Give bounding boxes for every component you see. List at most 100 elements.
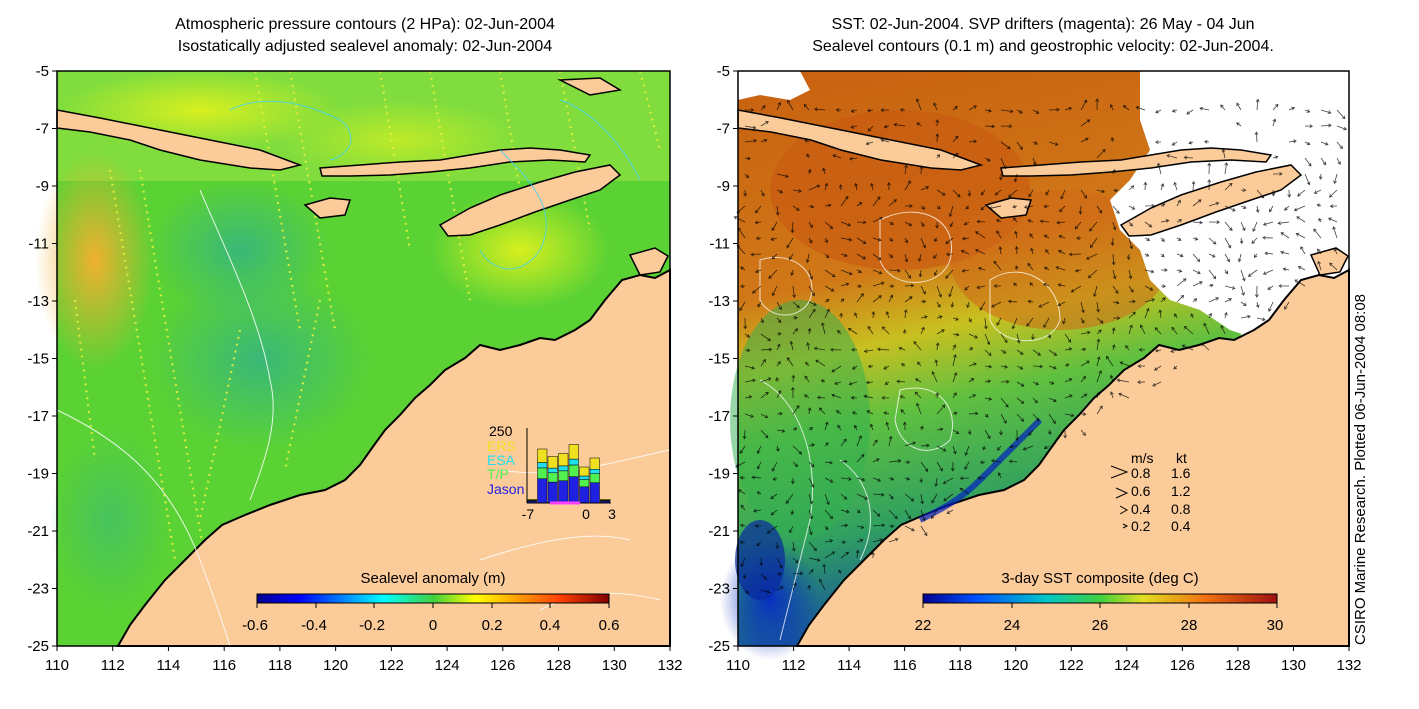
velocity-arrow — [869, 423, 874, 431]
velocity-arrow — [776, 101, 782, 111]
velocity-arrow — [1008, 189, 1018, 198]
velocity-arrow — [872, 216, 883, 223]
velocity-arrow — [920, 221, 925, 227]
y-tick-label: -21 — [708, 523, 730, 540]
velocity-arrow — [1236, 122, 1242, 127]
velocity-arrow — [1043, 234, 1050, 239]
velocity-arrow — [1224, 253, 1230, 263]
velocity-arrow — [920, 425, 924, 431]
velocity-arrow — [785, 493, 794, 505]
velocity-arrow — [792, 582, 797, 591]
velocity-arrow — [744, 413, 754, 418]
right-colorbar-gradient — [922, 593, 1278, 604]
velocity-arrow — [996, 230, 1002, 239]
velocity-arrow — [933, 102, 938, 111]
velocity-arrow — [935, 221, 939, 229]
velocity-arrow — [1057, 283, 1066, 287]
velocity-arrow — [1173, 313, 1178, 319]
velocity-arrow — [1013, 173, 1018, 183]
velocity-arrow — [776, 572, 782, 576]
velocity-arrow — [808, 477, 815, 488]
velocity-arrow — [1028, 189, 1034, 198]
velocity-arrow — [952, 189, 961, 198]
velocity-arrow — [1240, 221, 1246, 232]
velocity-arrow — [1043, 445, 1050, 450]
velocity-arrow — [756, 491, 762, 495]
velocity-arrow — [818, 407, 826, 415]
velocity-arrow — [1186, 109, 1194, 115]
velocity-arrow — [904, 441, 917, 447]
velocity-arrow — [1000, 364, 1009, 369]
x-tick-label: 112 — [782, 657, 806, 674]
velocity-arrow — [1300, 246, 1306, 255]
velocity-arrow — [872, 281, 885, 287]
left-title-line1: Atmospheric pressure contours (2 HPa): 0… — [175, 16, 555, 33]
x-tick-label: 120 — [323, 657, 348, 674]
velocity-arrow — [1240, 314, 1251, 319]
velocity-arrow — [995, 219, 1002, 223]
velocity-arrow — [871, 311, 876, 319]
velocity-arrow — [886, 181, 891, 191]
velocity-arrow — [1297, 266, 1306, 271]
inset-xlabel-neg7: -7 — [522, 506, 535, 522]
velocity-arrow — [744, 395, 753, 399]
velocity-arrow — [1096, 370, 1102, 383]
y-tick-label: -23 — [708, 581, 730, 598]
velocity-arrow — [824, 237, 828, 244]
velocity-arrow — [1032, 109, 1040, 114]
velocity-arrow — [1173, 181, 1178, 191]
velocity-arrow — [814, 107, 826, 112]
left-cb-tick-4: 0.2 — [482, 617, 503, 634]
velocity-arrow — [739, 445, 746, 454]
velocity-arrow — [824, 539, 834, 543]
left-colorbar-gradient — [256, 593, 610, 604]
velocity-arrow — [1220, 104, 1226, 111]
velocity-arrow — [872, 523, 886, 528]
velocity-arrow — [950, 301, 955, 308]
velocity-arrow — [914, 391, 922, 399]
velocity-arrow — [822, 167, 826, 175]
velocity-arrow — [984, 397, 993, 401]
velocity-arrow — [1027, 262, 1034, 271]
velocity-arrow — [789, 525, 794, 534]
velocity-arrow — [787, 99, 794, 111]
x-tick-label: 112 — [101, 657, 125, 674]
velocity-arrow — [743, 189, 748, 197]
velocity-arrow — [885, 421, 890, 431]
velocity-legend-header-ms: m/s — [1131, 450, 1154, 466]
velocity-arrow — [993, 284, 1002, 288]
velocity-arrow — [1112, 205, 1120, 214]
velocity-arrow — [976, 285, 986, 290]
x-tick-label: 116 — [212, 657, 236, 674]
velocity-arrow — [792, 541, 796, 552]
right-timor-island — [1119, 164, 1303, 237]
velocity-arrow — [1157, 162, 1162, 175]
velocity-arrow — [792, 315, 798, 320]
velocity-arrow — [1009, 444, 1018, 449]
velocity-arrow — [904, 253, 909, 263]
velocity-arrow — [888, 294, 894, 303]
velocity-arrow — [1272, 155, 1279, 160]
inset-bar-segment — [579, 479, 590, 488]
velocity-arrow — [1304, 141, 1311, 146]
velocity-arrow — [1264, 251, 1274, 256]
velocity-arrow — [840, 298, 845, 303]
velocity-arrow — [961, 236, 970, 241]
arrow-glyph-0-2 — [1122, 523, 1129, 529]
velocity-arrow — [946, 509, 954, 514]
velocity-arrow — [1045, 189, 1050, 196]
x-tick-label: 110 — [726, 657, 750, 674]
velocity-arrow — [792, 301, 800, 309]
velocity-arrow — [744, 108, 755, 112]
velocity-arrow — [1080, 347, 1087, 352]
velocity-arrow — [770, 237, 778, 241]
velocity-arrow — [1000, 124, 1013, 129]
velocity-arrow — [790, 269, 795, 276]
velocity-arrow — [840, 509, 850, 514]
left-lesser-sunda-islands — [319, 147, 592, 177]
velocity-arrow — [776, 189, 784, 194]
left-cyan-contours — [229, 99, 641, 270]
velocity-arrow — [1240, 188, 1247, 193]
inset-bar-segment — [579, 486, 590, 504]
left-high-anomaly — [35, 150, 155, 370]
